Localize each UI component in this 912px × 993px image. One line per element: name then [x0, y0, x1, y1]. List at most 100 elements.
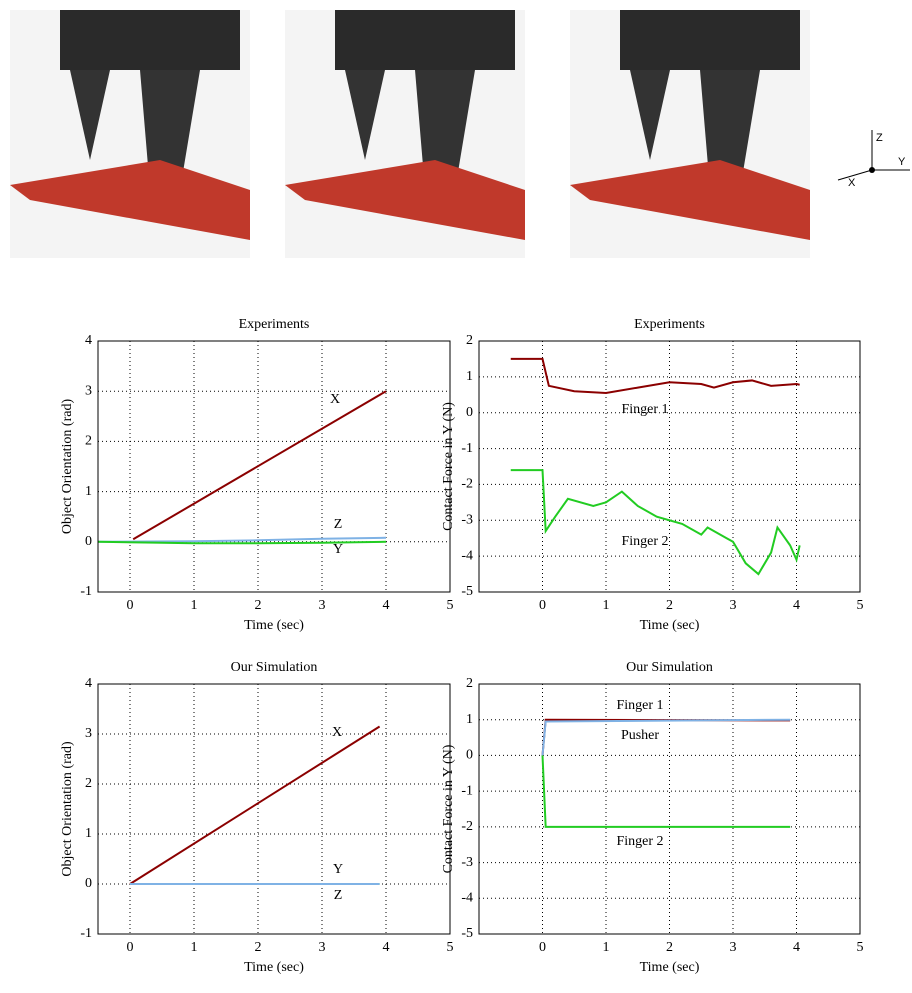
- x-tick-label: 0: [539, 598, 546, 613]
- y-axis-label: Object Orientation (rad): [60, 399, 75, 535]
- data-line: [129, 725, 381, 885]
- y-axis-label: Contact Force in Y (N): [441, 402, 456, 531]
- annotation: Y: [333, 862, 343, 877]
- y-tick-label: -4: [461, 891, 473, 906]
- y-tick-label: 0: [85, 876, 92, 891]
- x-tick-label: 1: [603, 940, 610, 955]
- fingers: [345, 70, 475, 190]
- annotation: Finger 1: [621, 402, 668, 417]
- annotation: Finger 1: [616, 698, 663, 713]
- gripper: [620, 10, 800, 70]
- y-tick-label: 2: [466, 676, 473, 691]
- y-tick-label: 3: [85, 383, 92, 398]
- chart: 0 1 2 3 4 5 -5 -4 -3 -2 -1 0 1 2 Our Simulation Time (s…: [441, 660, 863, 975]
- x-tick-label: 5: [447, 598, 454, 613]
- y-tick-label: 1: [466, 369, 473, 384]
- plot-frame: [97, 683, 451, 935]
- y-tick-label: -1: [80, 584, 92, 599]
- data-line: [132, 390, 387, 541]
- axis-origin: [869, 167, 875, 173]
- axis-label: Y: [898, 156, 906, 168]
- chart-title: Our Simulation: [231, 660, 318, 675]
- data-line: [541, 718, 791, 756]
- x-tick-label: 5: [857, 940, 864, 955]
- table: [570, 160, 810, 240]
- y-tick-label: -1: [80, 926, 92, 941]
- chart-title: Our Simulation: [626, 660, 713, 675]
- table: [10, 160, 250, 240]
- fingers: [630, 70, 760, 190]
- chart: 0 1 2 3 4 5 -1 0 1 2 3 4 Experiments Time (sec) Object…: [60, 317, 453, 633]
- annotation: Z: [334, 517, 343, 532]
- data-line: [541, 755, 791, 828]
- axis-label: X: [848, 177, 856, 189]
- x-tick-label: 2: [666, 940, 673, 955]
- annotation: X: [330, 392, 340, 407]
- data-line: [97, 540, 387, 545]
- data-line: [97, 536, 387, 543]
- data-line: [510, 357, 800, 394]
- x-tick-label: 0: [539, 940, 546, 955]
- chart: 0 1 2 3 4 5 -5 -4 -3 -2 -1 0 1 2 Experiments Time (sec)…: [441, 317, 863, 633]
- x-tick-label: 2: [255, 940, 262, 955]
- plot-frame: [478, 340, 861, 593]
- x-tick-label: 3: [319, 940, 326, 955]
- annotation: Finger 2: [616, 834, 663, 849]
- x-axis-label: Time (sec): [640, 960, 700, 975]
- plot-frame: [97, 340, 451, 593]
- fingers: [70, 70, 200, 190]
- y-axis-label: Contact Force in Y (N): [441, 744, 456, 873]
- annotation: Pusher: [621, 728, 659, 743]
- x-axis-label: Time (sec): [640, 618, 700, 633]
- x-tick-label: 1: [191, 598, 198, 613]
- photos: [10, 10, 810, 258]
- y-tick-label: 4: [85, 333, 92, 348]
- x-tick-label: 5: [857, 598, 864, 613]
- y-tick-label: 2: [85, 776, 92, 791]
- x-tick-label: 3: [730, 598, 737, 613]
- y-tick-label: 2: [85, 434, 92, 449]
- x-tick-label: 0: [127, 940, 134, 955]
- chart-title: Experiments: [239, 317, 310, 332]
- y-tick-label: 1: [466, 712, 473, 727]
- x-tick-label: 5: [447, 940, 454, 955]
- y-tick-label: -5: [461, 584, 473, 599]
- x-tick-label: 4: [383, 940, 390, 955]
- y-tick-label: 1: [85, 484, 92, 499]
- y-tick-label: -3: [461, 513, 473, 528]
- x-tick-label: 4: [383, 598, 390, 613]
- x-tick-label: 1: [191, 940, 198, 955]
- annotation: X: [332, 725, 342, 740]
- y-tick-label: -2: [461, 477, 473, 492]
- chart: 0 1 2 3 4 5 -1 0 1 2 3 4 Our Simulation Time (sec) Obj…: [60, 660, 453, 975]
- y-tick-label: -1: [461, 441, 473, 456]
- y-tick-label: -4: [461, 548, 473, 563]
- y-tick-label: 3: [85, 726, 92, 741]
- x-tick-label: 1: [603, 598, 610, 613]
- y-tick-label: -2: [461, 819, 473, 834]
- table: [285, 160, 525, 240]
- y-tick-label: -3: [461, 855, 473, 870]
- axis-arrow: [837, 169, 873, 181]
- y-tick-label: -1: [461, 783, 473, 798]
- x-tick-label: 4: [793, 940, 800, 955]
- annotation: Finger 2: [621, 534, 668, 549]
- axis-label: Z: [876, 132, 883, 144]
- y-tick-label: 0: [466, 405, 473, 420]
- y-tick-label: 1: [85, 826, 92, 841]
- annotation: Y: [333, 542, 343, 557]
- chart-title: Experiments: [634, 317, 705, 332]
- gripper: [335, 10, 515, 70]
- y-tick-label: 2: [466, 333, 473, 348]
- y-tick-label: -5: [461, 926, 473, 941]
- y-tick-label: 0: [85, 534, 92, 549]
- axes-icon: Z Y X: [837, 130, 910, 189]
- gripper: [60, 10, 240, 70]
- x-tick-label: 2: [255, 598, 262, 613]
- x-tick-label: 3: [730, 940, 737, 955]
- y-axis-label: Object Orientation (rad): [60, 741, 75, 877]
- x-tick-label: 0: [127, 598, 134, 613]
- x-tick-label: 2: [666, 598, 673, 613]
- x-axis-label: Time (sec): [244, 618, 304, 633]
